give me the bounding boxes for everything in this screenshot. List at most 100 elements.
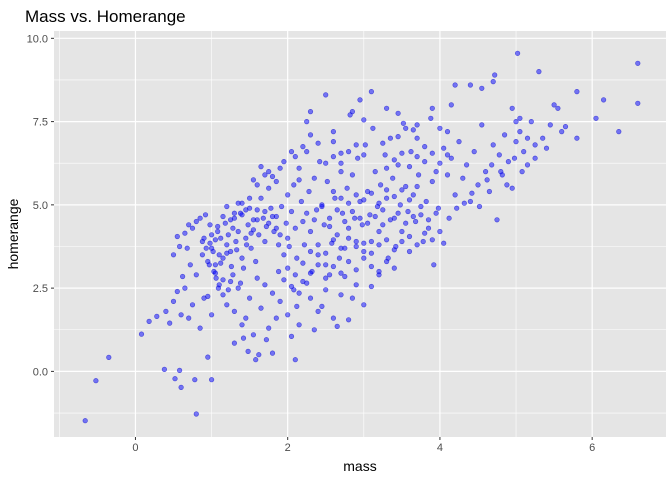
data-point xyxy=(378,182,384,188)
y-tick-label: 10.0 xyxy=(27,33,48,45)
data-point xyxy=(304,210,310,216)
data-point xyxy=(361,255,367,261)
data-point xyxy=(106,354,112,361)
data-point xyxy=(170,298,177,305)
data-point xyxy=(384,258,390,265)
data-point xyxy=(517,115,523,121)
data-point xyxy=(408,149,414,155)
x-tick-label: 2 xyxy=(285,442,291,454)
data-point xyxy=(212,262,218,268)
data-point xyxy=(319,203,325,210)
data-point xyxy=(524,162,531,168)
y-tick-label: 7.5 xyxy=(33,117,48,129)
data-point xyxy=(224,302,230,308)
data-point xyxy=(359,222,365,228)
data-point xyxy=(304,280,310,286)
y-tick-label: 2.5 xyxy=(33,283,48,295)
data-point xyxy=(228,278,234,285)
data-point xyxy=(505,159,512,165)
data-point xyxy=(471,149,477,155)
data-point xyxy=(323,92,329,98)
data-point xyxy=(467,82,474,88)
data-point xyxy=(224,250,230,256)
data-point xyxy=(174,288,180,295)
data-point xyxy=(353,267,359,273)
data-point xyxy=(395,134,401,140)
data-point xyxy=(467,198,474,205)
data-point xyxy=(273,178,279,185)
data-point xyxy=(380,140,386,146)
data-point xyxy=(213,275,219,281)
data-point xyxy=(464,162,470,168)
data-point xyxy=(635,100,641,106)
data-point xyxy=(384,187,390,193)
data-point xyxy=(244,242,250,248)
data-point xyxy=(209,245,215,251)
data-point xyxy=(207,240,213,246)
data-point xyxy=(268,205,274,211)
data-point xyxy=(384,105,390,111)
data-point xyxy=(346,235,352,241)
data-point xyxy=(138,331,145,337)
data-point xyxy=(397,202,403,208)
data-point xyxy=(315,252,321,258)
data-point xyxy=(376,228,382,235)
data-point xyxy=(220,255,226,261)
data-point xyxy=(376,242,382,248)
data-point xyxy=(273,315,279,321)
x-tick-label: 0 xyxy=(132,442,138,454)
data-point xyxy=(292,225,298,231)
data-point xyxy=(225,232,231,238)
data-point xyxy=(361,302,367,308)
data-point xyxy=(574,135,580,141)
data-point xyxy=(178,384,184,391)
minor-gridlines xyxy=(54,31,666,437)
data-point xyxy=(323,287,329,293)
data-point xyxy=(146,318,152,325)
x-axis-title: mass xyxy=(343,458,376,474)
data-point xyxy=(154,313,160,320)
data-point xyxy=(323,262,329,268)
data-point xyxy=(562,123,569,130)
data-point xyxy=(216,252,222,258)
data-point xyxy=(635,60,641,66)
data-point xyxy=(247,195,253,201)
data-point xyxy=(321,222,327,228)
data-point xyxy=(372,213,378,220)
data-point xyxy=(330,154,337,160)
major-gridlines xyxy=(54,31,666,437)
data-point xyxy=(330,129,337,135)
data-point xyxy=(228,217,234,223)
data-point xyxy=(243,235,249,241)
data-point xyxy=(418,203,424,210)
data-point xyxy=(368,88,375,95)
data-point xyxy=(330,188,337,195)
data-point xyxy=(460,175,466,181)
data-point xyxy=(254,275,260,281)
data-point xyxy=(423,198,429,205)
data-point xyxy=(428,115,434,121)
data-point xyxy=(406,197,413,203)
data-point xyxy=(323,275,329,281)
data-point xyxy=(260,215,266,221)
data-point xyxy=(281,252,287,258)
data-point xyxy=(276,268,282,275)
data-point xyxy=(224,203,230,210)
data-point xyxy=(277,165,283,171)
data-point xyxy=(429,105,435,111)
data-point xyxy=(315,140,321,146)
data-point xyxy=(250,177,256,183)
data-point xyxy=(361,117,367,123)
data-point xyxy=(425,225,432,231)
data-point xyxy=(489,162,495,168)
data-points xyxy=(82,50,641,424)
data-point xyxy=(368,238,375,245)
data-point xyxy=(429,178,435,185)
data-point xyxy=(490,78,496,85)
data-point xyxy=(349,108,356,115)
data-point xyxy=(330,237,337,243)
data-point xyxy=(239,212,245,218)
data-point xyxy=(263,337,270,343)
data-point xyxy=(304,118,310,125)
x-tick-label: 6 xyxy=(589,442,595,454)
